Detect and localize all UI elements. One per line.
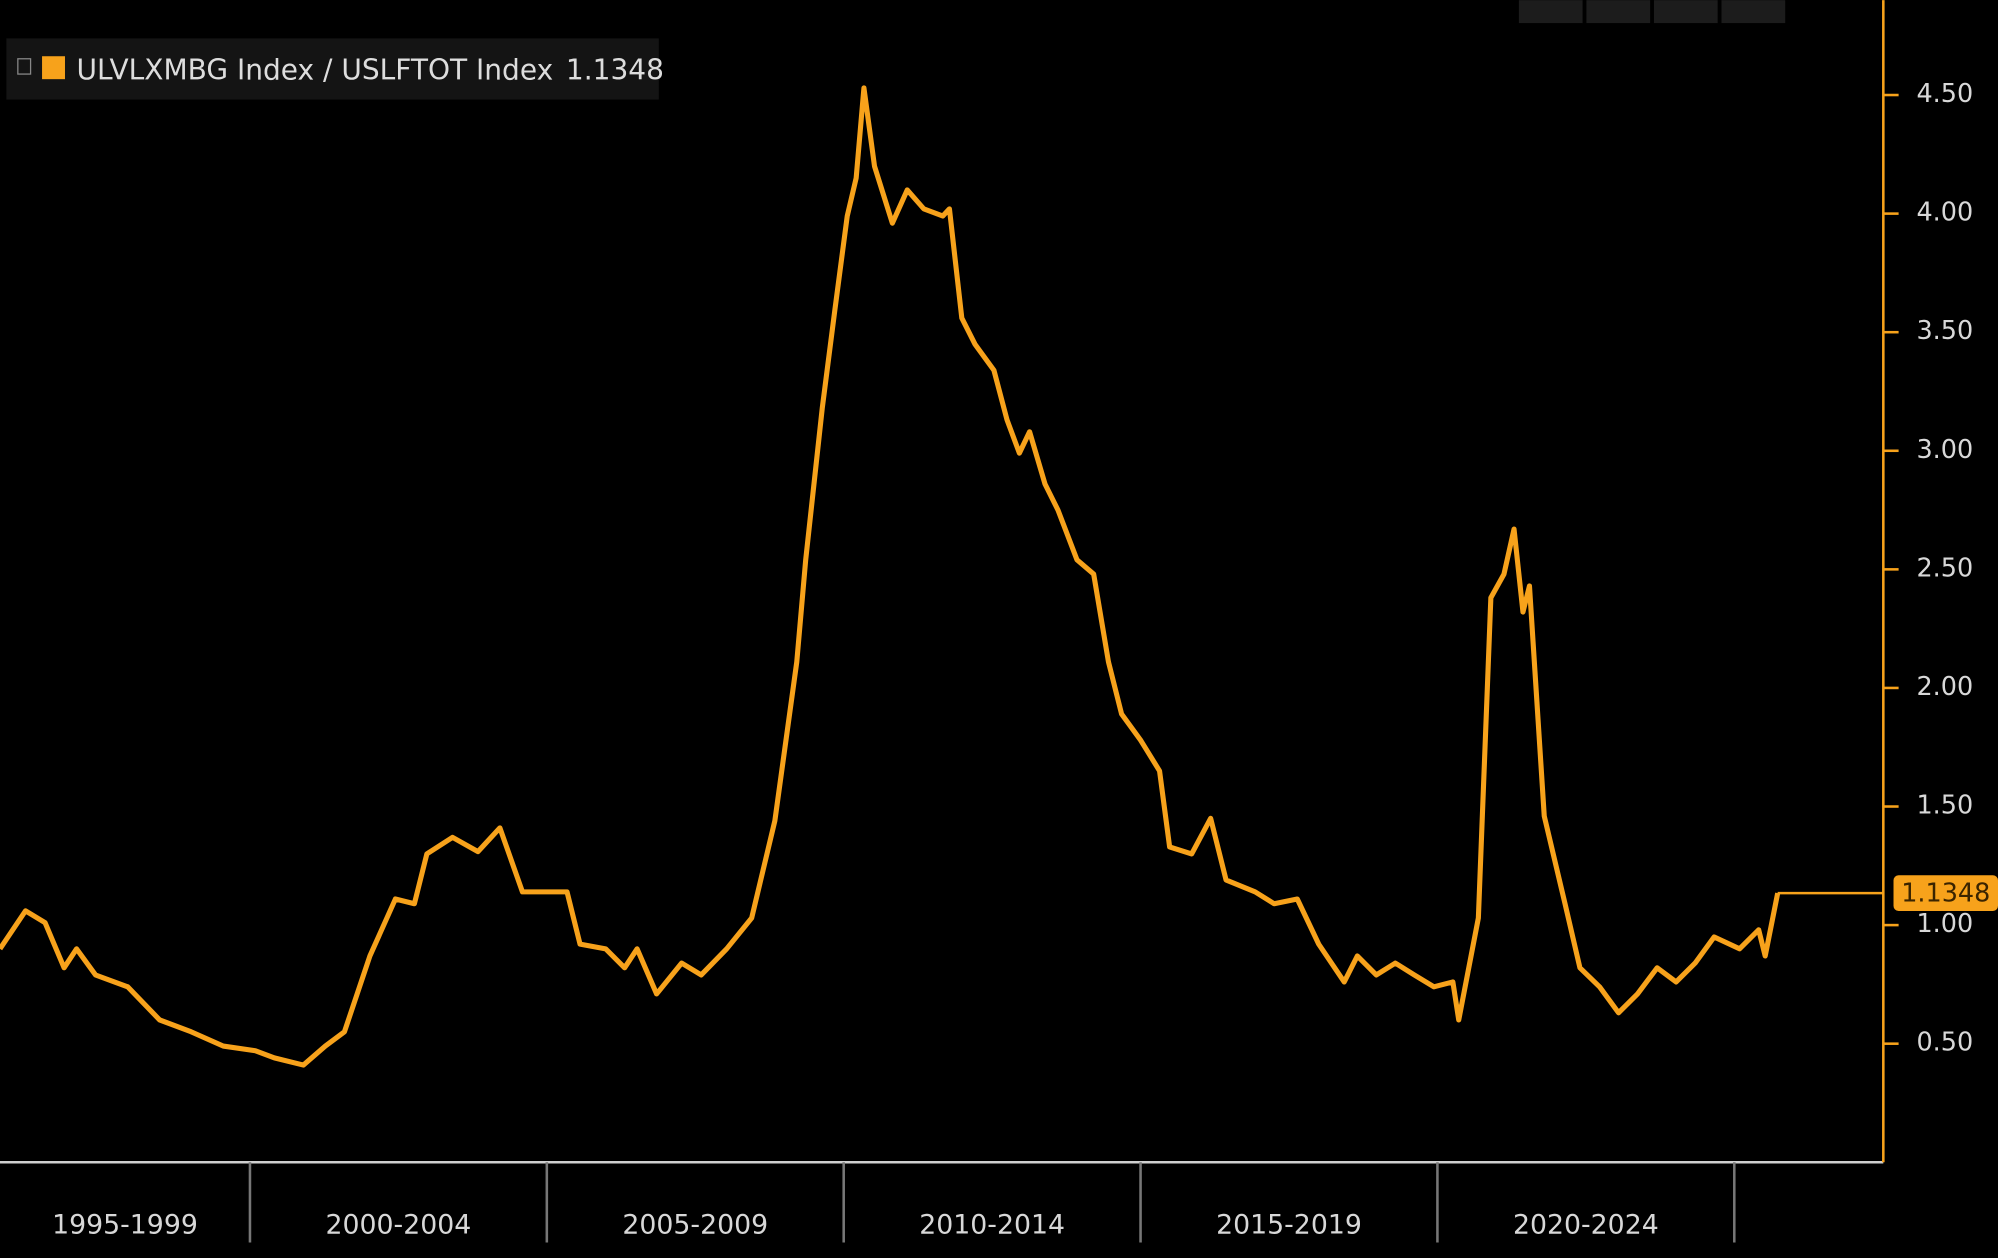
y-tick-label: 0.50 (1916, 1028, 1973, 1058)
toolbar-button[interactable] (1653, 0, 1718, 24)
y-tick-label: 3.00 (1916, 435, 1973, 465)
legend-value: 1.1348 (566, 54, 664, 87)
x-tick-label: 2010-2014 (919, 1209, 1065, 1240)
toolbar-button[interactable] (1586, 0, 1651, 24)
legend: ULVLXMBG Index / USLFTOT Index 1.1348 (6, 38, 664, 100)
x-tick-label: 1995-1999 (52, 1209, 198, 1240)
last-value-badge (1893, 875, 1998, 911)
y-tick-label: 2.50 (1916, 553, 1973, 583)
collapse-icon[interactable] (17, 58, 32, 75)
toolbar (1518, 0, 1786, 24)
legend-label: ULVLXMBG Index / USLFTOT Index (76, 54, 553, 87)
toolbar-button[interactable] (1721, 0, 1786, 24)
last-value-label: 1.1348 (1901, 878, 1990, 908)
y-tick-label: 3.50 (1916, 316, 1973, 346)
legend-box (6, 38, 659, 100)
series-line (0, 85, 1781, 1068)
y-tick-label: 2.00 (1916, 672, 1973, 702)
x-tick-label: 2005-2009 (622, 1209, 768, 1240)
legend-swatch (42, 56, 65, 80)
x-tick-label: 2020-2024 (1513, 1209, 1659, 1240)
toolbar-button[interactable] (1518, 0, 1583, 24)
y-tick-label: 4.50 (1916, 79, 1973, 109)
y-tick-label: 1.00 (1916, 909, 1973, 939)
x-tick-label: 2000-2004 (325, 1209, 471, 1240)
y-tick-label: 1.50 (1916, 791, 1973, 821)
x-tick-label: 2015-2019 (1216, 1209, 1362, 1240)
y-tick-label: 4.00 (1916, 198, 1973, 228)
